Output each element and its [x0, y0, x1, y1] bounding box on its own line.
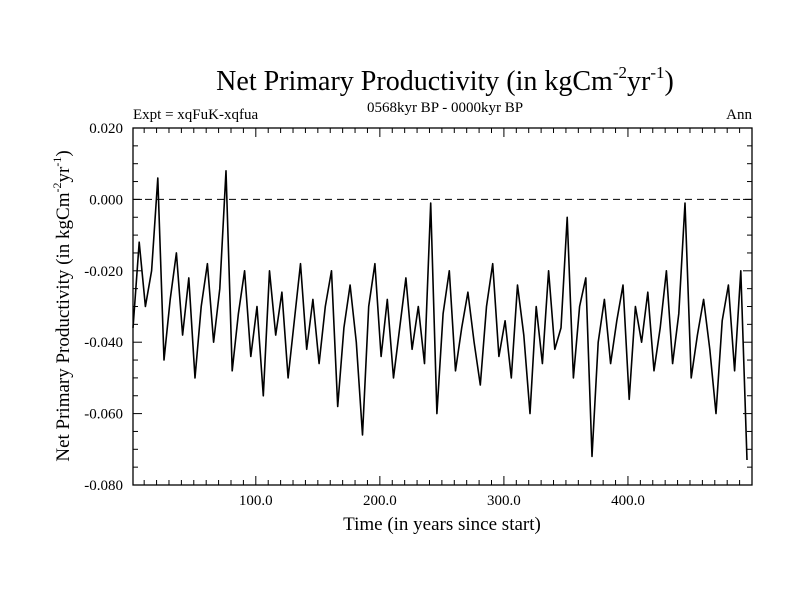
y-axis-label: Net Primary Productivity (in kgCm-2yr-1) [50, 150, 74, 461]
y-axis-label-sup1: -2 [50, 183, 64, 193]
series-line [132, 170, 748, 461]
chart-title-main: Net Primary Productivity (in kgCm [216, 66, 613, 97]
y-tick-label: -0.060 [84, 407, 123, 423]
subtitle-left: Expt = xqFuK-xqfua [133, 107, 258, 123]
subtitle-center: 0568kyr BP - 0000kyr BP [367, 100, 523, 116]
chart-title: Net Primary Productivity (in kgCm-2yr-1) [216, 63, 674, 97]
y-axis-label-main: Net Primary Productivity (in kgCm [53, 192, 74, 461]
chart-title-sup2: -1 [650, 63, 664, 82]
y-tick-label: -0.080 [84, 478, 123, 494]
y-axis-label-mid: yr [53, 166, 74, 183]
chart-title-sup1: -2 [613, 63, 627, 82]
y-axis-label-end: ) [53, 150, 74, 156]
y-tick-label: -0.020 [84, 264, 123, 280]
x-tick-label: 100.0 [239, 493, 273, 509]
subtitle-right: Ann [726, 107, 752, 123]
y-tick-label: 0.000 [89, 192, 123, 208]
x-tick-label: 200.0 [363, 493, 397, 509]
y-tick-label: -0.040 [84, 335, 123, 351]
y-axis-label-sup2: -1 [50, 157, 64, 167]
axis-ticks: 100.0 200.0 300.0 400.0 0.020 0.000 -0.020 -0.0… [84, 121, 752, 509]
chart-title-end: ) [664, 66, 673, 97]
x-tick-label: 300.0 [487, 493, 521, 509]
x-tick-label: 400.0 [611, 493, 645, 509]
x-axis-label: Time (in years since start) [343, 514, 541, 535]
y-tick-label: 0.020 [89, 121, 123, 137]
chart-title-mid: yr [627, 66, 651, 97]
